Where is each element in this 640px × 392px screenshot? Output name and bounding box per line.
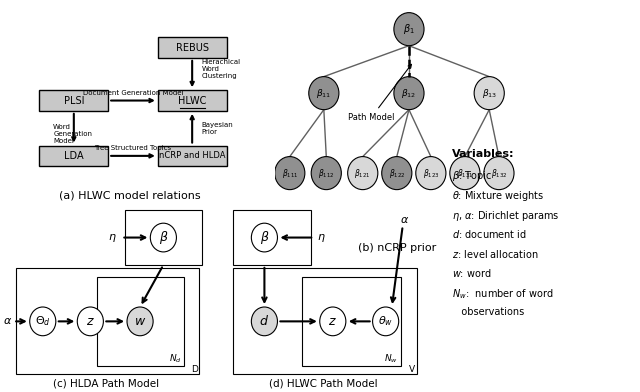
Circle shape xyxy=(308,76,339,110)
Bar xyxy=(16,269,199,374)
Text: $\beta$: $\beta$ xyxy=(159,229,168,246)
Circle shape xyxy=(252,223,278,252)
Text: $\beta_{122}$: $\beta_{122}$ xyxy=(388,167,405,180)
Text: $\beta_{132}$: $\beta_{132}$ xyxy=(491,167,508,180)
Text: $N_d$: $N_d$ xyxy=(169,352,182,365)
Text: Document Generation Model: Document Generation Model xyxy=(83,90,183,96)
Text: $\beta_1$: $\beta_1$ xyxy=(403,22,415,36)
Text: $\Theta_d$: $\Theta_d$ xyxy=(35,314,51,328)
Circle shape xyxy=(474,76,504,110)
Text: $\beta_{111}$: $\beta_{111}$ xyxy=(282,167,298,180)
Circle shape xyxy=(320,307,346,336)
Text: Path Model: Path Model xyxy=(348,64,412,122)
Bar xyxy=(97,277,184,366)
Bar xyxy=(158,37,227,58)
Bar xyxy=(301,277,401,366)
Text: $\beta_{112}$: $\beta_{112}$ xyxy=(318,167,335,180)
Text: $\beta$: Topic: $\beta$: Topic xyxy=(452,169,492,183)
Text: (d) HLWC Path Model: (d) HLWC Path Model xyxy=(269,378,378,388)
Circle shape xyxy=(381,156,412,190)
Text: $N_w$:  number of word: $N_w$: number of word xyxy=(452,287,554,301)
Text: $w$: word: $w$: word xyxy=(452,267,492,279)
Circle shape xyxy=(252,307,278,336)
Text: $\beta_{131}$: $\beta_{131}$ xyxy=(456,167,473,180)
Circle shape xyxy=(77,307,104,336)
Text: $\eta$: $\eta$ xyxy=(108,232,116,243)
Text: $\eta$, $\alpha$: Dirichlet params: $\eta$, $\alpha$: Dirichlet params xyxy=(452,209,559,223)
Circle shape xyxy=(394,76,424,110)
Text: Variables:: Variables: xyxy=(452,149,515,159)
Bar xyxy=(234,269,417,374)
Circle shape xyxy=(484,156,514,190)
Circle shape xyxy=(29,307,56,336)
Text: $\beta_{123}$: $\beta_{123}$ xyxy=(422,167,439,180)
Text: $\alpha$: $\alpha$ xyxy=(400,216,409,225)
Text: $\beta_{121}$: $\beta_{121}$ xyxy=(355,167,371,180)
Bar xyxy=(158,145,227,166)
Bar xyxy=(40,90,108,111)
Text: $\theta$: Mixture weights: $\theta$: Mixture weights xyxy=(452,189,544,203)
Bar xyxy=(40,145,108,166)
Circle shape xyxy=(150,223,177,252)
Text: Word
Generation
Model: Word Generation Model xyxy=(53,124,92,144)
Text: HLWC: HLWC xyxy=(178,96,206,105)
Text: $N_w$: $N_w$ xyxy=(384,352,398,365)
Circle shape xyxy=(275,156,305,190)
Text: V: V xyxy=(409,365,415,374)
Text: $\eta$: $\eta$ xyxy=(317,232,326,243)
Text: (a) HLWC model relations: (a) HLWC model relations xyxy=(60,191,201,201)
Bar xyxy=(125,210,202,265)
Bar xyxy=(158,90,227,111)
Circle shape xyxy=(450,156,480,190)
Text: observations: observations xyxy=(452,307,524,317)
Text: $\beta$: $\beta$ xyxy=(260,229,269,246)
Circle shape xyxy=(372,307,399,336)
Text: $w$: $w$ xyxy=(134,315,146,328)
Text: Tree Structured Topics: Tree Structured Topics xyxy=(95,145,172,151)
Text: (c) HLDA Path Model: (c) HLDA Path Model xyxy=(53,378,159,388)
Text: PLSI: PLSI xyxy=(63,96,84,105)
Text: $\beta_{11}$: $\beta_{11}$ xyxy=(316,87,332,100)
Text: (b) nCRP prior: (b) nCRP prior xyxy=(358,243,436,253)
Text: $\theta_w$: $\theta_w$ xyxy=(378,314,393,328)
Text: Hierachical
Word
Clustering: Hierachical Word Clustering xyxy=(202,60,241,80)
Text: $\beta_{12}$: $\beta_{12}$ xyxy=(401,87,417,100)
Text: nCRP and HLDA: nCRP and HLDA xyxy=(159,151,225,160)
Text: $z$: level allocation: $z$: level allocation xyxy=(452,248,538,260)
Circle shape xyxy=(348,156,378,190)
Circle shape xyxy=(394,13,424,46)
Text: LDA: LDA xyxy=(64,151,84,161)
Circle shape xyxy=(416,156,446,190)
Bar xyxy=(234,210,311,265)
Circle shape xyxy=(311,156,341,190)
Text: $d$: document id: $d$: document id xyxy=(452,228,527,240)
Text: $d$: $d$ xyxy=(259,314,269,328)
Circle shape xyxy=(127,307,153,336)
Text: $z$: $z$ xyxy=(328,315,337,328)
Text: $z$: $z$ xyxy=(86,315,95,328)
Text: REBUS: REBUS xyxy=(175,42,209,53)
Text: $\alpha$: $\alpha$ xyxy=(3,316,13,327)
Text: Bayesian
Prior: Bayesian Prior xyxy=(202,122,234,135)
Text: $\beta_{13}$: $\beta_{13}$ xyxy=(481,87,497,100)
Text: D: D xyxy=(191,365,198,374)
